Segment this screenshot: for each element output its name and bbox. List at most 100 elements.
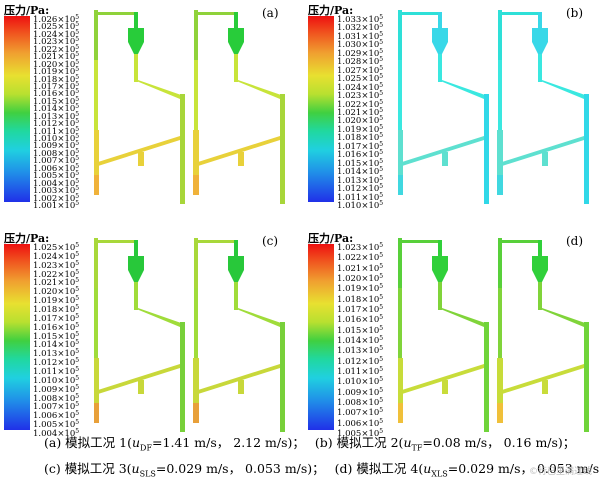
legend-title: 压力/Pa: xyxy=(308,4,354,17)
cyclone-inlet xyxy=(134,240,138,258)
valve xyxy=(542,152,548,166)
loop-seal-duct xyxy=(234,80,284,99)
top-duct xyxy=(398,12,442,15)
tick-label: 1.028×105 xyxy=(337,56,384,68)
cyclone-inlet xyxy=(234,240,238,258)
cyclone-body xyxy=(432,256,448,282)
caption-b: (b) 模拟工况 2(uTF=0.08 m/s， 0.16 m/s)； xyxy=(314,435,576,453)
tick-label: 1.001×105 xyxy=(33,200,80,211)
tick-label: 1.013×105 xyxy=(337,345,384,357)
tick-label: 1.010×105 xyxy=(33,133,80,145)
return-leg xyxy=(198,364,280,394)
cyclone-body xyxy=(128,28,144,54)
tick-label: 1.024×105 xyxy=(337,81,384,93)
cyclone-inlet xyxy=(234,12,238,30)
riser-lower xyxy=(193,130,199,190)
tick-label: 1.010×105 xyxy=(33,374,80,386)
tick-label: 1.021×105 xyxy=(337,262,384,274)
return-leg xyxy=(198,136,280,166)
riser-upper xyxy=(498,238,502,288)
standpipe xyxy=(280,94,285,204)
caption-line-2: (c) 模拟工况 3(uSLS=0.029 m/s， 0.053 m/s)； (… xyxy=(44,458,600,479)
standpipe xyxy=(280,322,285,432)
top-duct xyxy=(498,12,542,15)
riser-middle xyxy=(498,60,502,130)
tick-label: 1.020×105 xyxy=(337,273,384,284)
tick-label: 1.009×105 xyxy=(337,386,384,398)
tick-label: 1.007×105 xyxy=(33,401,80,413)
return-leg xyxy=(98,364,180,394)
cyclone-inlet xyxy=(134,12,138,30)
caption-d: (d) 模拟工况 4(uXLS=0.029 m/s， 0.053 m/s) xyxy=(334,461,600,479)
tick-label: 1.020×105 xyxy=(33,58,80,70)
tick-label: 1.023×105 xyxy=(33,259,80,271)
tick-label: 1.021×105 xyxy=(33,277,80,289)
panel-a: 压力/Pa: 1.026×105 1.025×105 1.024×105 1.023×1… xyxy=(0,0,296,212)
riser-upper xyxy=(194,238,198,288)
riser-bottom xyxy=(94,403,99,423)
top-duct xyxy=(194,12,238,15)
reactor-unit xyxy=(398,10,489,204)
tick-label: 1.015×105 xyxy=(337,157,384,169)
tick-label: 1.033×105 xyxy=(337,14,384,25)
colorbar xyxy=(308,244,334,430)
tick-label: 1.019×105 xyxy=(337,123,384,135)
reactor-unit xyxy=(497,10,589,204)
tick-label: 1.002×105 xyxy=(33,192,80,204)
riser-bottom xyxy=(193,403,199,423)
tick-label: 1.030×105 xyxy=(337,39,384,51)
tick-label: 1.021×105 xyxy=(33,51,80,63)
tick-label: 1.017×105 xyxy=(337,140,384,152)
tick-label: 1.012×105 xyxy=(33,357,80,369)
tick-label: 1.018×105 xyxy=(33,73,80,85)
tick-label: 1.012×105 xyxy=(337,355,384,367)
tick-label: 1.022×105 xyxy=(33,268,80,280)
panel-c: 压力/Pa: 1.025×105 1.024×105 1.023×105 1.022×1… xyxy=(0,228,296,440)
tick-label: 1.014×105 xyxy=(337,335,384,346)
reactor-unit xyxy=(398,238,489,432)
caption-a: (a) 模拟工况 1(uDF=1.41 m/s， 2.12 m/s)； xyxy=(44,435,305,453)
legend-title: 压力/Pa: xyxy=(4,232,50,245)
riser-lower xyxy=(94,130,99,190)
riser-middle xyxy=(194,288,198,358)
tick-label: 1.024×105 xyxy=(33,28,80,40)
reactor-unit xyxy=(94,238,185,432)
tick-label: 1.011×105 xyxy=(337,191,384,203)
watermark: ©行已里满过线 xyxy=(528,467,592,477)
loop-seal-duct xyxy=(438,308,488,327)
tick-label: 1.021×105 xyxy=(337,107,384,118)
tick-label: 1.023×105 xyxy=(337,242,384,253)
return-leg xyxy=(402,136,484,166)
riser-lower xyxy=(398,358,403,418)
cyclone-dipleg xyxy=(538,54,542,82)
panel-label: (d) xyxy=(566,234,584,248)
cyclone-body xyxy=(228,256,244,282)
riser-upper xyxy=(398,10,402,60)
tick-label: 1.011×105 xyxy=(33,125,80,137)
cyclone-inlet xyxy=(538,240,542,258)
tick-label: 1.027×105 xyxy=(337,64,384,76)
reactor-unit xyxy=(94,10,185,204)
tick-label: 1.019×105 xyxy=(337,283,384,295)
simulation-model xyxy=(398,238,589,432)
loop-seal-duct xyxy=(234,308,284,327)
standpipe xyxy=(484,322,489,432)
tick-label: 1.018×105 xyxy=(337,293,384,305)
tick-label: 1.006×105 xyxy=(33,162,80,174)
cyclone-dipleg xyxy=(438,282,442,310)
reactor-unit xyxy=(193,238,285,432)
tick-label: 1.008×105 xyxy=(337,397,384,408)
panel-label: (b) xyxy=(566,6,584,20)
riser-middle xyxy=(194,60,198,130)
top-duct xyxy=(94,12,138,15)
tick-label: 1.015×105 xyxy=(33,95,80,107)
tick-label: 1.005×105 xyxy=(33,170,80,182)
cyclone-dipleg xyxy=(234,282,238,310)
valve xyxy=(442,380,448,394)
tick-label: 1.022×105 xyxy=(337,252,384,264)
riser-upper xyxy=(94,10,98,60)
tick-label: 1.017×105 xyxy=(33,312,80,324)
tick-label: 1.013×105 xyxy=(33,110,80,122)
tick-label: 1.006×105 xyxy=(33,410,80,422)
riser-upper xyxy=(498,10,502,60)
